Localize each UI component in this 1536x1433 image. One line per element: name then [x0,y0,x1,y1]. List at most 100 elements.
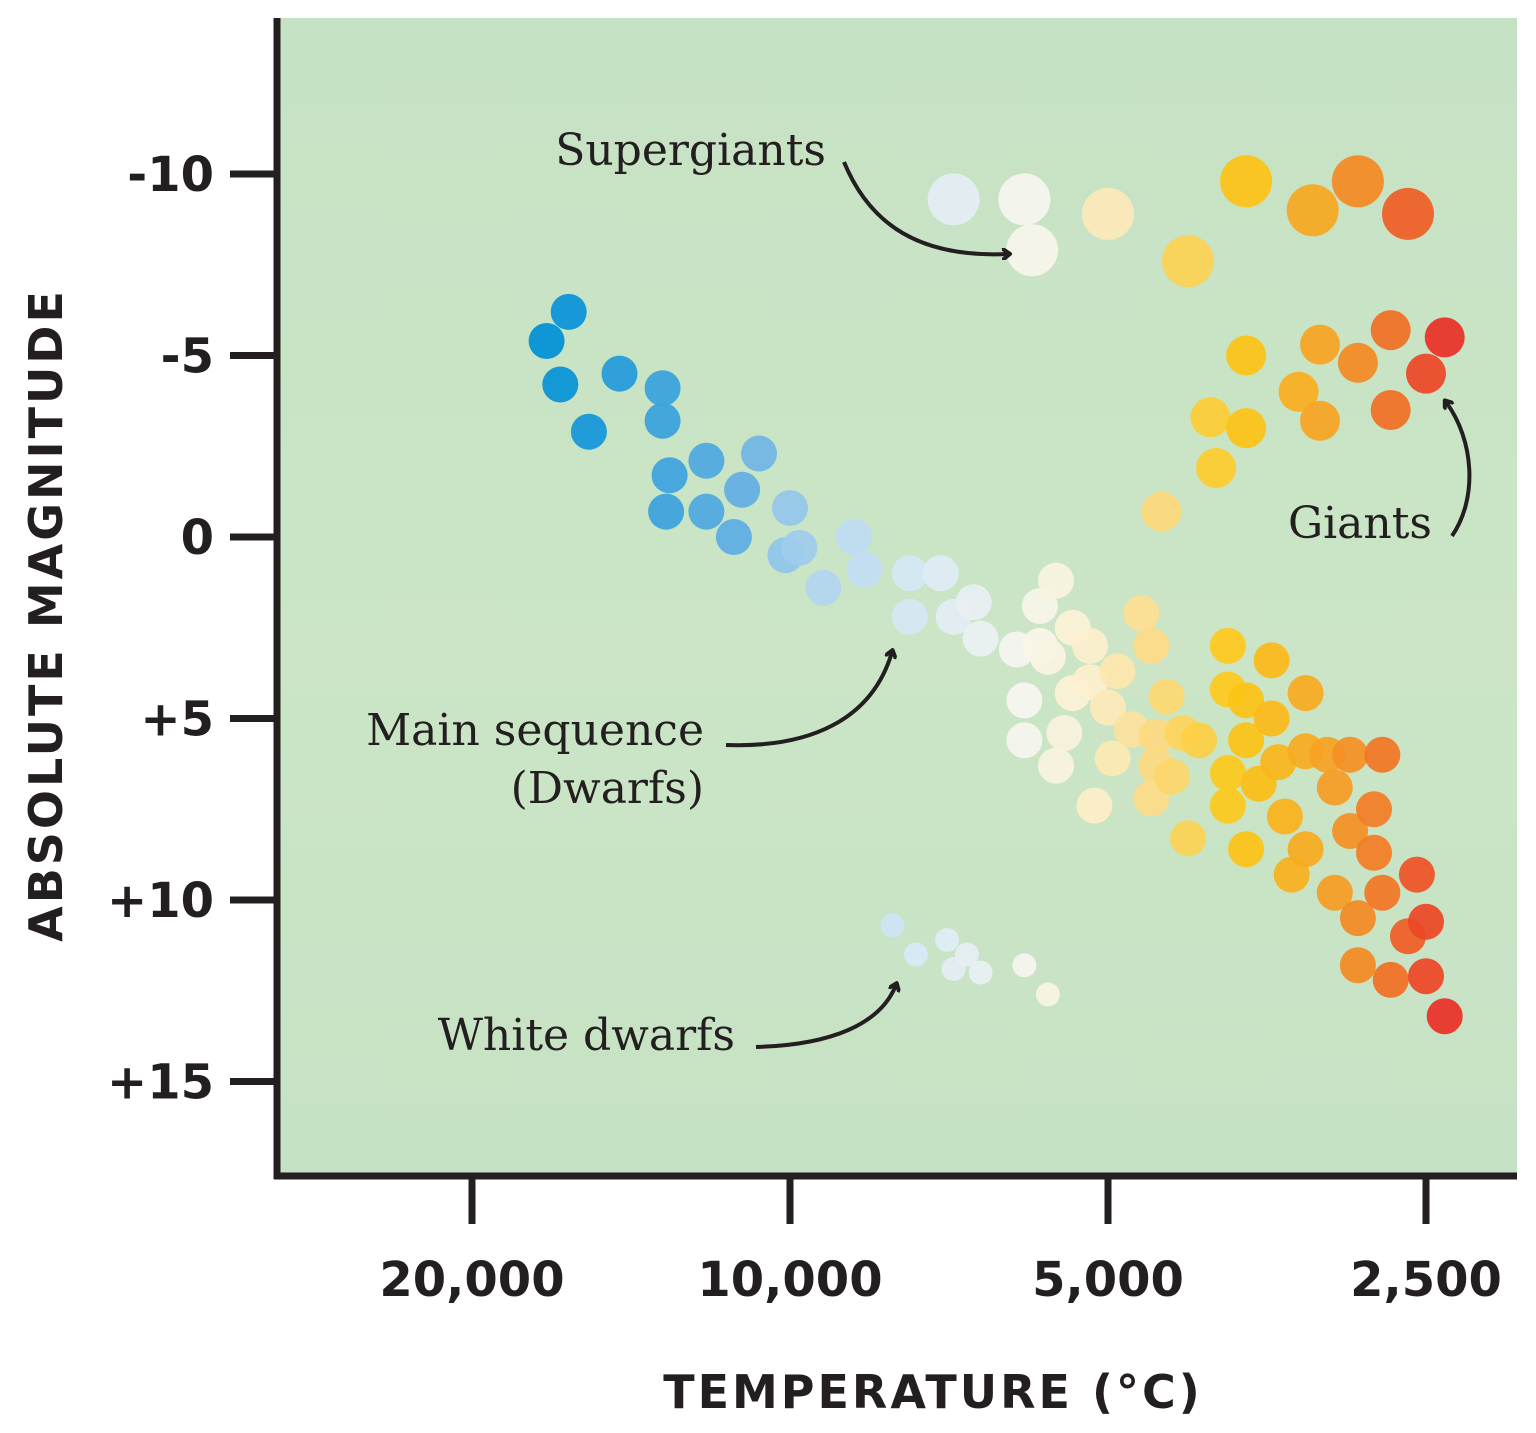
supergiant-point [1006,224,1059,277]
giant-point [1278,371,1319,412]
y-tick-label: +10 [107,873,214,929]
main-sequence-point [1372,961,1409,998]
main-sequence-label: Main sequence [366,705,704,756]
main-sequence-point [1038,747,1074,784]
star-points [528,155,1465,1035]
x-tick-label: 2,500 [1350,1252,1502,1308]
giant-point [1141,491,1182,532]
main-sequence-point [1209,787,1246,824]
main-sequence-point [955,584,992,621]
main-sequence-point [715,519,752,555]
main-sequence-point [601,355,638,392]
main-sequence-point [1209,627,1246,664]
y-tick-label: +5 [140,692,214,748]
main-sequence-point [1339,900,1376,937]
main-sequence-point [1332,736,1369,773]
main-sequence-point [1332,813,1369,849]
main-sequence-point [688,442,725,479]
main-sequence-point [648,493,685,530]
main-sequence-point [1006,722,1043,759]
main-sequence-arrow [725,652,892,748]
main-sequence-point [1094,740,1131,777]
main-sequence-point [1228,831,1265,868]
supergiant-point [998,173,1051,226]
main-sequence-point [846,551,883,588]
main-sequence-point [1364,874,1401,911]
main-sequence-point [528,323,565,359]
main-sequence-point [1090,689,1126,726]
giant-point [1370,310,1411,351]
main-sequence-point [1029,638,1066,675]
main-sequence-point [1253,700,1290,737]
main-sequence-point [1356,834,1392,871]
main-sequence-point [1266,798,1303,835]
giants-arrow [1446,402,1472,538]
white-dwarf-point [954,942,979,967]
main-sequence-point [1426,998,1463,1035]
main-sequence-point [1006,682,1043,719]
main-sequence-point [805,569,842,606]
main-sequence-point [1408,903,1444,940]
white-dwarf-point [1012,953,1037,978]
giants-label: Giants [1288,498,1432,549]
supergiant-point [1331,155,1384,208]
main-sequence-point [550,293,587,330]
main-sequence-point [1364,736,1401,773]
main-sequence-point [772,490,808,526]
white-dwarfs-label: White dwarfs [438,1010,735,1061]
main-sequence-point [1228,682,1265,719]
main-sequence-point [1398,856,1435,893]
white-dwarf-point [903,942,928,967]
x-tick-label: 5,000 [1032,1252,1184,1308]
main-sequence-point [651,457,688,494]
main-sequence-point [741,435,777,472]
main-sequence-point [1339,947,1376,984]
main-sequence-sublabel: (Dwarfs) [511,763,704,814]
main-sequence-point [962,620,999,657]
main-sequence-point [1138,718,1175,755]
y-tick-label: -5 [161,329,214,385]
main-sequence-point [1287,831,1324,868]
main-sequence-point [922,555,959,592]
supergiant-point [1220,155,1273,208]
white-dwarfs-arrow [755,985,896,1049]
main-sequence-point [1133,627,1170,664]
main-sequence-point [891,598,928,635]
supergiant-point [1082,187,1134,240]
main-sequence-point [1038,562,1074,599]
main-sequence-point [1287,675,1324,712]
supergiant-point [927,173,980,226]
x-tick-label: 20,000 [379,1252,564,1308]
main-sequence-point [644,402,681,439]
giant-point [1190,397,1231,438]
main-sequence-point [781,529,818,566]
giant-point [1196,448,1237,488]
main-sequence-point [542,366,579,403]
main-sequence-point [1148,678,1185,715]
main-sequence-point [1260,744,1297,781]
supergiant-point [1382,187,1434,240]
main-sequence-point [644,370,681,407]
white-dwarf-point [880,913,905,938]
giant-point [1300,324,1340,365]
main-sequence-point [1316,874,1353,911]
main-sequence-point [570,413,607,450]
main-sequence-point [1253,642,1290,679]
supergiants-arrow [842,161,1008,254]
main-sequence-point [1046,715,1083,751]
main-sequence-point [1356,791,1392,828]
main-sequence-point [688,493,725,530]
y-tick-label: +15 [107,1055,214,1111]
plot-area [277,18,1517,1176]
giant-point [1300,400,1340,441]
main-sequence-point [1153,758,1190,795]
giant-point [1226,408,1267,449]
giant-point [1424,317,1465,358]
main-sequence-point [1072,627,1108,664]
main-sequence-point [835,519,872,555]
main-sequence-point [1099,653,1136,690]
main-sequence-point [1072,664,1108,701]
giant-point [1337,342,1378,383]
y-tick-label: 0 [181,510,214,566]
x-axis-title: TEMPERATURE (°C) [663,1365,1203,1419]
